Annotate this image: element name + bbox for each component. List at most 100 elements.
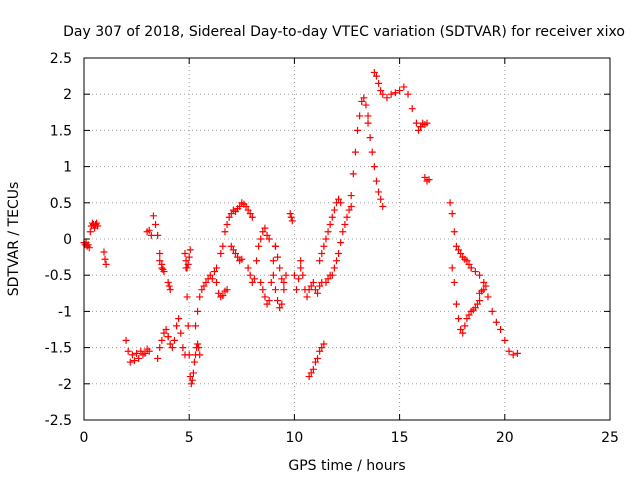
data-point [375,188,383,196]
data-point [461,322,469,330]
data-point [379,90,387,98]
data-point [206,271,214,279]
data-point [186,246,194,254]
data-point [257,235,265,243]
data-point [463,315,471,323]
data-point [509,351,517,359]
data-point [248,213,256,221]
data-point [303,293,311,301]
data-point [263,300,271,308]
data-point [347,202,355,210]
data-point [372,177,380,185]
series-arc-13 [213,278,231,301]
data-point [274,297,282,305]
data-point [185,253,193,261]
data-point [225,213,233,221]
data-point [85,244,93,252]
data-point [452,242,460,250]
data-point [309,365,317,373]
data-point [457,249,465,257]
data-point [330,206,338,214]
series-arc-19 [271,242,288,286]
data-point [166,340,174,348]
series-arc-2 [86,219,102,236]
data-point [246,271,254,279]
data-point [190,358,198,366]
data-point [383,94,391,102]
data-point [421,173,429,181]
y-tick-label: -2.5 [45,413,72,429]
data-point [160,329,168,337]
data-point [343,213,351,221]
data-point [404,90,412,98]
data-point [316,347,324,355]
data-point [448,210,456,218]
plot-frame [83,57,611,421]
data-point [276,304,284,312]
data-point [455,246,463,254]
data-point [457,326,465,333]
data-point [366,134,374,142]
data-point [196,351,204,359]
data-point [377,195,385,203]
data-point [168,344,176,352]
data-point [175,315,183,323]
data-point [351,148,359,156]
x-axis-label: GPS time / hours [288,458,405,474]
data-point [288,217,296,225]
data-point [372,72,380,80]
series-arc-30 [421,173,433,185]
data-point [221,228,229,236]
data-point [274,253,282,261]
data-point [194,307,202,315]
data-point [213,264,221,272]
data-point [307,282,315,290]
data-point [318,344,326,352]
data-point [278,300,286,308]
data-point [295,275,303,283]
data-point [482,282,490,290]
data-point [187,380,195,388]
data-point [335,249,343,257]
y-axis-label: SDTVAR / TECUs [6,182,22,297]
data-point [305,373,313,381]
data-point [280,286,288,294]
data-point [446,199,454,207]
series-arc-24 [316,195,345,265]
data-point [234,253,242,261]
data-point [318,249,326,257]
series-arc-5 [143,212,166,268]
data-point [337,239,345,247]
data-point [147,231,155,239]
data-point [305,286,313,294]
data-point [471,268,479,276]
data-point [358,97,366,105]
data-point [244,264,252,272]
data-point [165,282,173,290]
data-point [314,354,322,362]
data-point [141,349,149,357]
data-point [250,275,258,283]
data-point [259,286,267,294]
data-point [326,221,334,229]
series-arc-17 [257,242,279,308]
data-point [208,275,216,283]
data-point [261,224,269,232]
data-point [248,278,256,286]
data-point [184,322,192,330]
y-tick-label: -1 [58,304,72,320]
data-point [286,210,294,218]
data-point [183,264,191,272]
data-point [94,222,102,230]
data-point [480,286,488,294]
data-point [124,347,132,355]
data-point [261,293,269,301]
data-point [484,293,492,301]
data-point [322,235,330,243]
data-point [145,226,153,234]
data-point [133,349,141,357]
data-point [164,278,172,286]
data-point [364,112,372,120]
series-arc-15 [227,242,246,265]
data-point [370,68,378,76]
